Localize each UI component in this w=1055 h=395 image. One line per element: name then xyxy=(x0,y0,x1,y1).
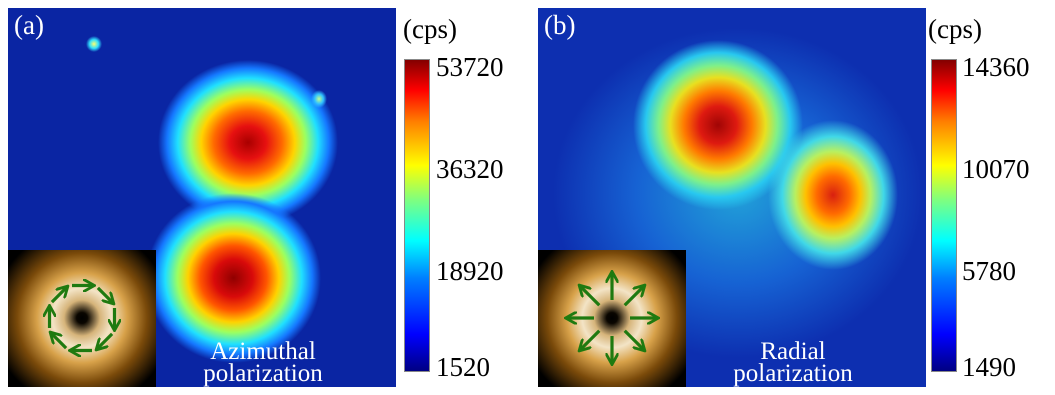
radial-arrow-5 xyxy=(581,287,601,307)
colorbar-tick-b-max: 14360 xyxy=(962,52,1030,82)
intensity-spot-lower-a xyxy=(146,193,321,363)
inset-radial-beam xyxy=(538,250,686,387)
caption-b: Radial polarization xyxy=(693,338,893,387)
radial-arrow-1 xyxy=(623,329,643,349)
colorbar-tick-b-min: 1490 xyxy=(962,352,1016,382)
intensity-map-a: (a) xyxy=(8,8,396,387)
azimuthal-arrow-1 xyxy=(98,332,114,348)
caption-a-line1: Azimuthal xyxy=(210,338,316,365)
colorbar-tick-a-2: 36320 xyxy=(436,154,504,184)
colorbar-tick-a-max: 53720 xyxy=(436,52,504,82)
inset-azimuthal-beam xyxy=(8,250,156,387)
colorbar-tick-a-min: 1520 xyxy=(436,352,490,382)
colorbar-unit-b: (cps) xyxy=(928,14,982,44)
azimuthal-arrow-7 xyxy=(96,286,112,302)
colorbar-a xyxy=(404,59,430,372)
radial-arrow-7 xyxy=(623,287,643,307)
caption-b-line2: polarization xyxy=(733,360,853,387)
radial-arrow-3 xyxy=(581,329,601,349)
intensity-spot-right-b xyxy=(768,120,898,270)
caption-a-line2: polarization xyxy=(203,360,323,387)
azimuthal-arrow-3 xyxy=(52,334,68,350)
caption-b-line1: Radial xyxy=(760,338,826,365)
panel-label-b: (b) xyxy=(544,10,576,40)
panel-label-a: (a) xyxy=(14,10,44,40)
colorbar-tick-a-3: 18920 xyxy=(436,256,504,286)
intensity-map-b: (b) xyxy=(538,8,926,387)
hot-pixel-a xyxy=(86,36,102,52)
colorbar-tick-b-2: 10070 xyxy=(962,154,1030,184)
hot-pixel-a-2 xyxy=(311,90,327,108)
colorbar-unit-a: (cps) xyxy=(403,14,457,44)
colorbar-tick-b-3: 5780 xyxy=(962,256,1016,286)
caption-a: Azimuthal polarization xyxy=(163,338,363,387)
azimuthal-arrow-5 xyxy=(50,288,66,304)
colorbar-b xyxy=(931,59,957,372)
